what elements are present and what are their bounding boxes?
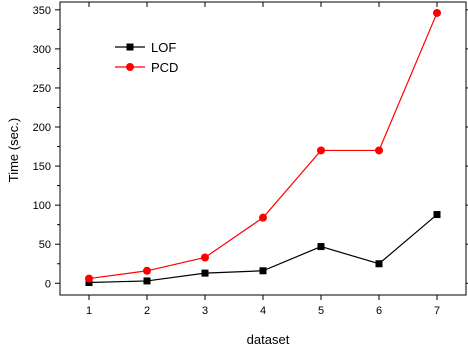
y-tick-label: 50 xyxy=(39,239,51,251)
data-point-pcd xyxy=(433,8,441,17)
x-tick-label: 2 xyxy=(144,305,150,317)
data-point-pcd xyxy=(259,213,267,222)
legend-label-lof: LOF xyxy=(151,40,176,55)
data-point-pcd xyxy=(375,146,383,155)
x-tick-label: 1 xyxy=(86,305,92,317)
plot-area: 1 2 3 4 5 6 7 0 50 100 150 200 250 300 350 LOF PCD xyxy=(33,1,468,317)
y-tick-label: 0 xyxy=(45,278,51,290)
x-tick-label: 4 xyxy=(260,305,266,317)
y-tick-label: 100 xyxy=(33,200,51,212)
y-tick-label: 350 xyxy=(33,5,51,17)
x-tick-label: 5 xyxy=(318,305,324,317)
data-point-pcd xyxy=(85,274,93,283)
x-tick-label: 6 xyxy=(376,305,382,317)
data-point-pcd xyxy=(317,146,325,155)
data-point-pcd xyxy=(201,253,209,262)
plot-frame xyxy=(59,1,467,296)
data-point-lof xyxy=(375,260,383,268)
data-point-lof xyxy=(143,277,151,285)
series-line-pcd xyxy=(88,12,438,280)
x-axis-title: dataset xyxy=(247,332,290,347)
legend-marker-lof xyxy=(126,43,134,51)
y-axis-title: Time (sec.) xyxy=(6,118,21,183)
data-point-lof xyxy=(201,269,209,277)
data-point-lof xyxy=(317,243,325,251)
y-tick-label: 300 xyxy=(33,44,51,56)
y-tick-label: 150 xyxy=(33,161,51,173)
y-tick-label: 250 xyxy=(33,83,51,95)
x-tick-label: 3 xyxy=(202,305,208,317)
legend-marker-pcd xyxy=(126,63,134,71)
data-point-pcd xyxy=(143,266,151,275)
x-tick-label: 7 xyxy=(434,305,440,317)
legend-label-pcd: PCD xyxy=(151,60,178,75)
data-point-lof xyxy=(433,211,441,219)
data-point-lof xyxy=(259,267,267,275)
y-tick-label: 200 xyxy=(33,122,51,134)
